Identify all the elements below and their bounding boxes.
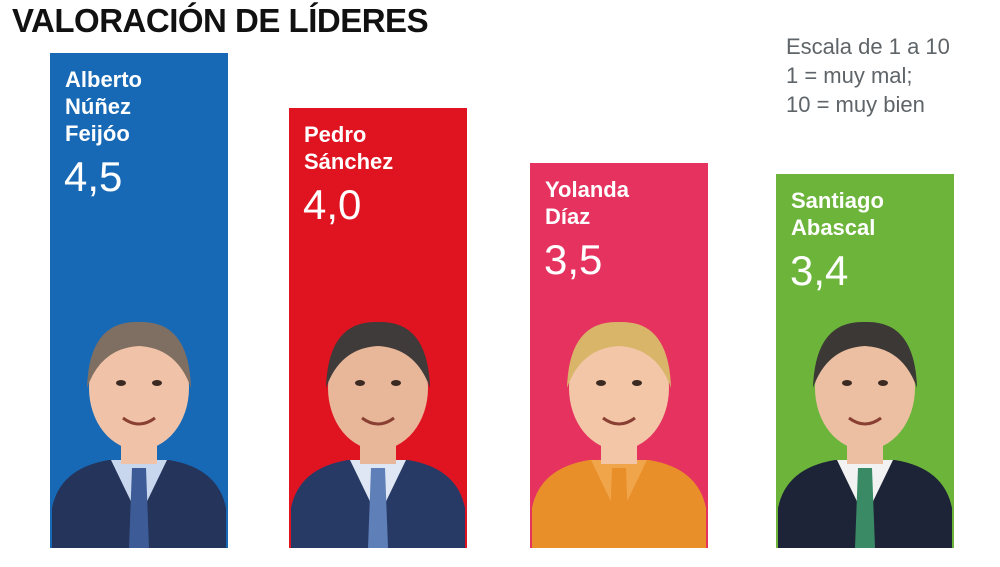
portrait-abascal <box>778 321 952 548</box>
bar-name-label: Sánchez <box>304 149 393 174</box>
portrait-feijoo <box>52 321 226 548</box>
bar-value-label: 3,4 <box>790 247 848 294</box>
bar-name-label: Díaz <box>545 204 590 229</box>
page-title: VALORACIÓN DE LÍDERES <box>12 2 429 39</box>
portrait-sanchez <box>291 321 465 548</box>
bar-name-label: Feijóo <box>65 121 130 146</box>
bar-name-label: Abascal <box>791 215 875 240</box>
bar-name-label: Santiago <box>791 188 884 213</box>
portrait-diaz <box>532 321 706 548</box>
bar-value-label: 4,0 <box>303 181 361 228</box>
scale-note-line-3: 10 = muy bien <box>786 92 925 117</box>
bar-name-label: Alberto <box>65 67 142 92</box>
bar-name-label: Núñez <box>65 94 131 119</box>
scale-note-line-1: Escala de 1 a 10 <box>786 34 950 59</box>
scale-note: Escala de 1 a 10 1 = muy mal; 10 = muy b… <box>786 32 950 119</box>
scale-note-line-2: 1 = muy mal; <box>786 63 913 88</box>
bar-value-label: 3,5 <box>544 236 602 283</box>
bar-name-label: Yolanda <box>545 177 630 202</box>
bar-name-label: Pedro <box>304 122 366 147</box>
bar-value-label: 4,5 <box>64 153 122 200</box>
